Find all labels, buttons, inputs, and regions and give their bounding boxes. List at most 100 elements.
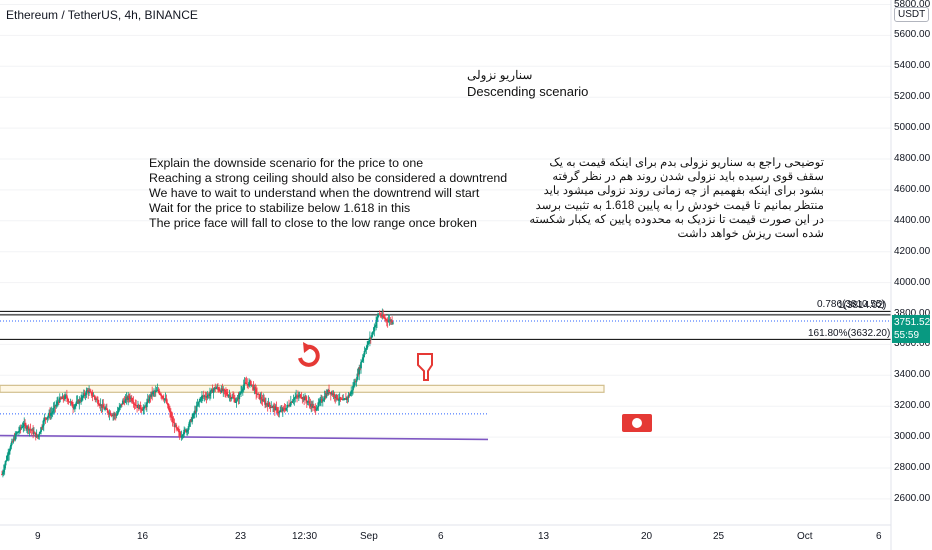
candle-body	[165, 398, 168, 403]
candle-body	[72, 406, 74, 408]
candle-body	[343, 399, 346, 401]
candle-body	[392, 322, 394, 324]
candle-body	[85, 390, 88, 395]
candle-body	[305, 397, 307, 401]
candle-body	[361, 357, 364, 361]
candle-body	[103, 407, 106, 410]
candle-body	[195, 405, 198, 412]
candle-body	[89, 391, 92, 393]
candle-body	[354, 381, 357, 383]
candle-body	[79, 399, 82, 402]
rotate-arrow-icon	[298, 342, 320, 367]
annotation-en-line: Explain the downside scenario for the pr…	[149, 156, 424, 170]
candle-body	[300, 397, 303, 399]
candle-body	[241, 390, 243, 392]
annotation-en-line: Reaching a strong ceiling should also be…	[149, 171, 508, 185]
candle-countdown: 55:59	[894, 329, 920, 341]
candle-body	[293, 398, 296, 400]
candle-body	[73, 407, 75, 409]
candle-body	[353, 381, 356, 386]
candle-body	[109, 412, 112, 416]
candle-body	[55, 404, 58, 407]
candle-body	[360, 360, 363, 363]
candle-body	[168, 408, 170, 411]
candle-body	[17, 431, 19, 433]
candle-body	[347, 394, 350, 398]
candle-body	[188, 421, 191, 427]
x-tick-label: 13	[538, 531, 550, 542]
candle-body	[142, 408, 145, 411]
candle-body	[51, 411, 54, 413]
candle-body	[127, 396, 130, 400]
candle-body	[88, 391, 90, 394]
candle-body	[376, 317, 378, 322]
y-tick-label: 4000.00	[894, 276, 931, 288]
candle-body	[376, 315, 379, 318]
candle-body	[336, 394, 338, 399]
candle-body	[14, 434, 17, 440]
candle-body	[368, 337, 371, 342]
candle-body	[268, 402, 271, 406]
candle-body	[78, 399, 81, 404]
candle-body	[360, 362, 362, 369]
candle-body	[235, 400, 238, 402]
x-tick-label: 16	[137, 531, 149, 542]
candle-body	[116, 412, 119, 415]
x-tick-label: 23	[235, 531, 247, 542]
candle-body	[171, 417, 174, 423]
candle-body	[345, 397, 348, 400]
candle-body	[64, 395, 66, 399]
candle-body	[204, 395, 207, 397]
y-tick-label: 3200.00	[894, 400, 931, 412]
candle-body	[199, 398, 202, 401]
candle-body	[224, 389, 226, 392]
candle-body	[319, 400, 322, 403]
candle-body	[373, 326, 376, 332]
candle-body	[274, 407, 277, 411]
candle-body	[96, 398, 98, 400]
candle-body	[308, 401, 311, 404]
candle-body	[121, 400, 124, 405]
candle-body	[191, 417, 194, 422]
candle-body	[75, 401, 78, 404]
candle-body	[315, 409, 318, 411]
candle-body	[84, 394, 87, 396]
candle-body	[313, 406, 315, 408]
candle-body	[263, 399, 266, 402]
candle-body	[305, 400, 308, 403]
candle-body	[223, 389, 226, 391]
candle-body	[183, 429, 186, 435]
candle-body	[193, 410, 196, 414]
candle-body	[160, 394, 162, 396]
candle-body	[369, 337, 372, 339]
candle-body	[233, 398, 236, 403]
candle-body	[374, 325, 377, 327]
candle-body	[24, 423, 27, 425]
candle-body	[42, 419, 45, 426]
currency-badge[interactable]: USDT	[894, 7, 930, 22]
candle-body	[44, 417, 47, 419]
candle-body	[57, 401, 60, 403]
candle-body	[155, 390, 158, 392]
candle-body	[9, 444, 12, 449]
candle-body	[63, 398, 66, 400]
annotation-en-line: Wait for the price to stabilize below 1.…	[149, 201, 411, 215]
x-tick-label: 20	[641, 531, 653, 542]
candle-body	[119, 405, 122, 408]
candle-body	[139, 405, 142, 410]
candle-body	[12, 438, 15, 442]
candle-body	[362, 354, 365, 358]
annotation-en-line: The price face will fall to close to the…	[149, 216, 477, 230]
chart-grid	[0, 4, 891, 500]
y-tick-label: 3400.00	[894, 369, 931, 381]
candle-body	[43, 417, 46, 420]
candle-body	[102, 404, 105, 408]
candle-body	[249, 381, 252, 386]
x-tick-label: 6	[438, 531, 444, 542]
candle-body	[161, 396, 164, 399]
candle-body	[53, 405, 56, 408]
candle-body	[260, 397, 263, 400]
candle-body	[275, 407, 278, 409]
candle-body	[52, 407, 55, 412]
